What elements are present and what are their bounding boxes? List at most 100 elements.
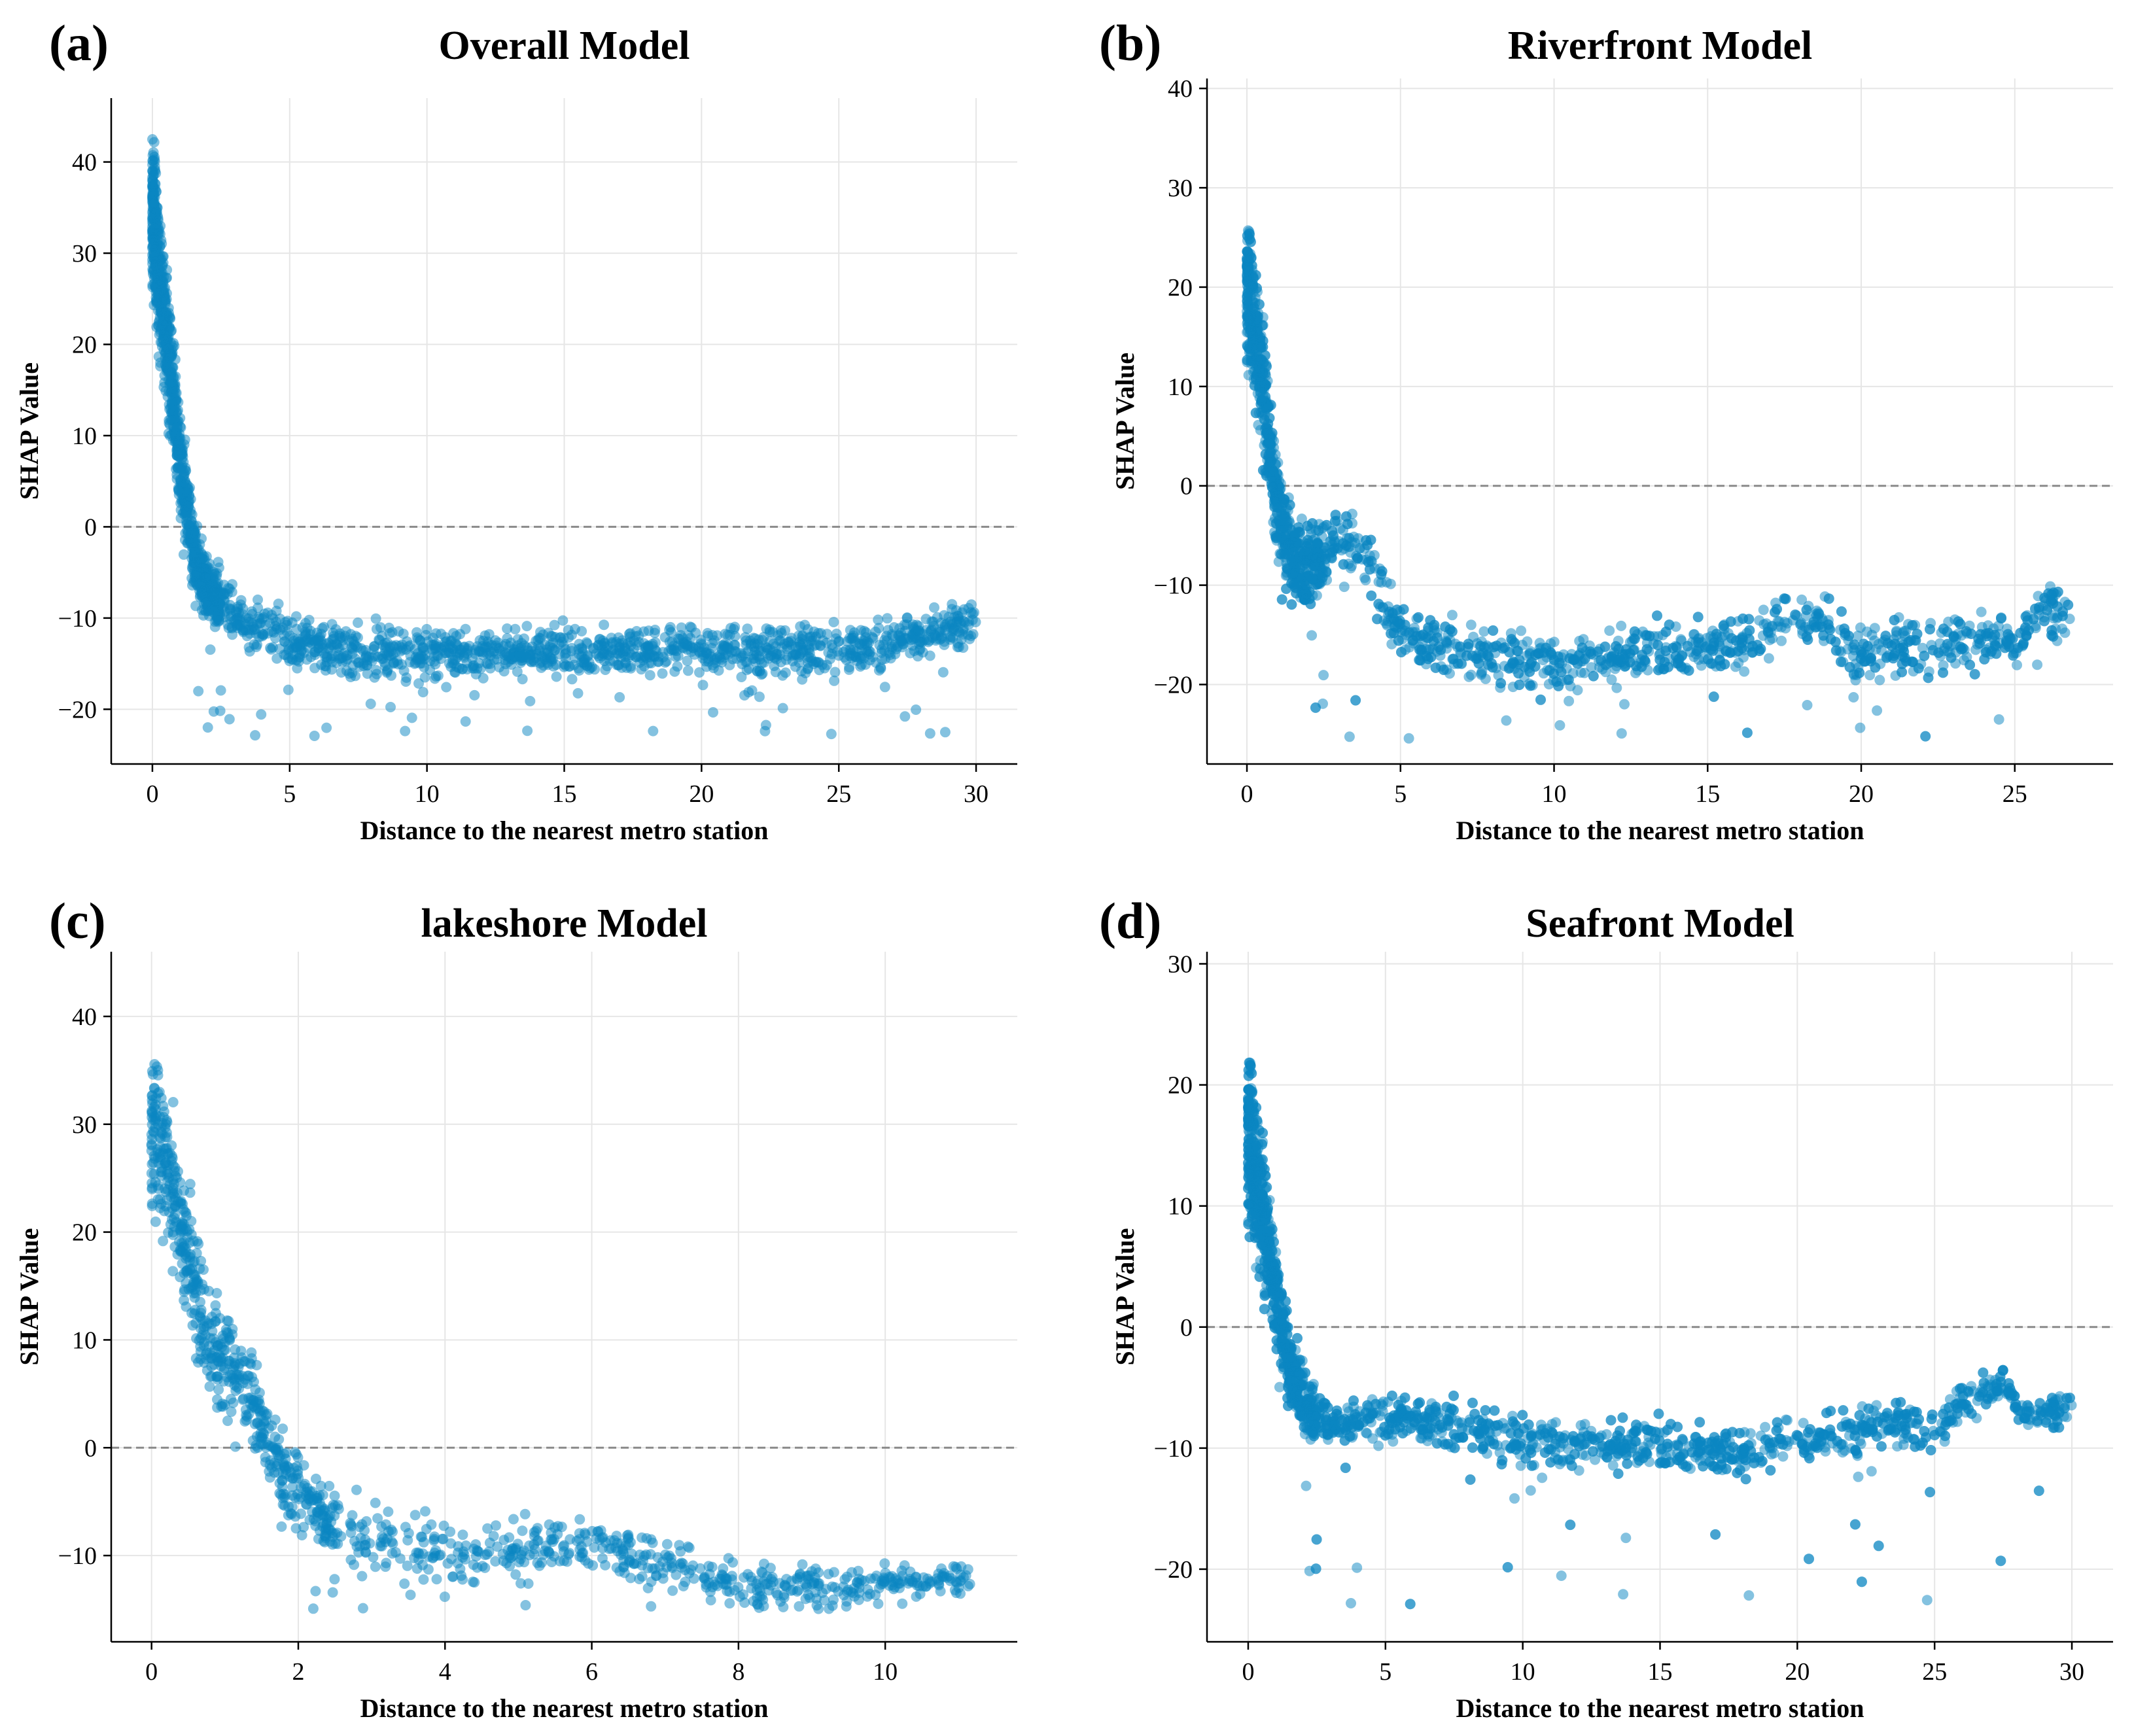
scatter-point (1925, 624, 1935, 634)
scatter-point (227, 629, 237, 640)
scatter-point (1920, 731, 1931, 742)
scatter-point (351, 1485, 362, 1495)
scatter-point (1263, 461, 1274, 472)
scatter-point (629, 636, 639, 646)
scatter-point (929, 602, 939, 613)
scatter-point (1596, 655, 1606, 665)
scatter-point (803, 657, 813, 668)
scatter-point (1445, 624, 1456, 634)
scatter-point (393, 626, 404, 636)
scatter-point (1429, 620, 1440, 631)
scatter-point (614, 660, 624, 670)
scatter-point (599, 619, 609, 630)
scatter-point (686, 646, 697, 657)
scatter-point (1474, 658, 1484, 668)
scatter-point (175, 421, 185, 432)
scatter-point (249, 625, 260, 635)
scatter-point (1314, 525, 1324, 536)
scatter-point (356, 643, 366, 653)
scatter-point (500, 639, 511, 650)
scatter-point (779, 638, 790, 649)
scatter-point (1546, 648, 1556, 658)
scatter-point (1466, 670, 1477, 680)
scatter-point (153, 288, 164, 298)
scatter-point (462, 664, 472, 674)
scatter-point (1393, 635, 1404, 646)
scatter-point (1652, 610, 1662, 621)
scatter-point (415, 635, 425, 646)
scatter-point (1501, 716, 1512, 726)
scatter-point (538, 629, 548, 640)
scatter-point (1273, 488, 1284, 498)
scatter-point (1245, 325, 1255, 336)
y-tick-label: 40 (1168, 75, 1193, 103)
scatter-point (938, 667, 949, 678)
scatter-point (1802, 700, 1813, 710)
scatter-point (171, 464, 181, 474)
scatter-point (368, 1552, 378, 1563)
scatter-point (742, 657, 752, 667)
scatter-point (595, 653, 605, 663)
scatter-point (718, 645, 729, 655)
scatter-point (561, 661, 571, 671)
scatter-point (469, 690, 480, 701)
scatter-point (1897, 659, 1908, 669)
scatter-point (1504, 647, 1514, 657)
scatter-point (925, 626, 936, 636)
scatter-point (638, 627, 649, 637)
scatter-point (849, 627, 860, 638)
scatter-point (1508, 657, 1518, 667)
scatter-point (841, 645, 851, 655)
scatter-point (1303, 535, 1313, 546)
scatter-point (341, 665, 352, 676)
scatter-point (1824, 593, 1834, 604)
scatter-point (1946, 653, 1957, 663)
scatter-point (726, 623, 736, 633)
scatter-point (442, 636, 452, 646)
x-tick-label: 20 (689, 780, 714, 808)
scatter-point (823, 648, 833, 658)
scatter-point (1576, 667, 1586, 678)
scatter-point (515, 651, 525, 661)
scatter-point (1965, 660, 1975, 670)
scatter-point (294, 637, 304, 648)
scatter-point (708, 707, 718, 718)
scatter-point (891, 644, 901, 654)
scatter-point (150, 1217, 161, 1227)
scatter-point (1310, 703, 1321, 713)
scatter-point (353, 617, 363, 628)
scatter-point (481, 658, 492, 668)
scatter-point (1953, 616, 1964, 627)
scatter-point (1535, 695, 1546, 705)
scatter-point (224, 714, 235, 725)
scatter-point (1372, 614, 1382, 624)
scatter-point (957, 608, 968, 618)
scatter-point (372, 624, 382, 634)
scatter-point (797, 631, 808, 641)
scatter-points (147, 1059, 975, 1614)
scatter-point (258, 612, 269, 623)
scatter-point (882, 613, 892, 623)
scatter-point (1404, 733, 1414, 744)
scatter-point (939, 610, 949, 621)
x-tick-label: 25 (2003, 780, 2027, 808)
scatter-point (231, 607, 241, 617)
scatter-point (1854, 668, 1864, 678)
scatter-point (1376, 569, 1386, 580)
scatter-point (594, 634, 604, 644)
scatter-point (1247, 281, 1257, 292)
x-tick-label: 5 (283, 780, 296, 808)
scatter-point (2057, 611, 2068, 621)
x-tick-label: 30 (964, 780, 988, 808)
scatter-point (657, 668, 668, 679)
scatter-point (478, 673, 489, 684)
scatter-point (620, 646, 631, 656)
scatter-point (958, 642, 968, 653)
x-tick-label: 20 (1849, 780, 1874, 808)
scatter-point (739, 690, 750, 701)
scatter-point (1617, 728, 1627, 738)
scatter-point (1676, 661, 1687, 672)
scatter-point (1339, 582, 1350, 592)
